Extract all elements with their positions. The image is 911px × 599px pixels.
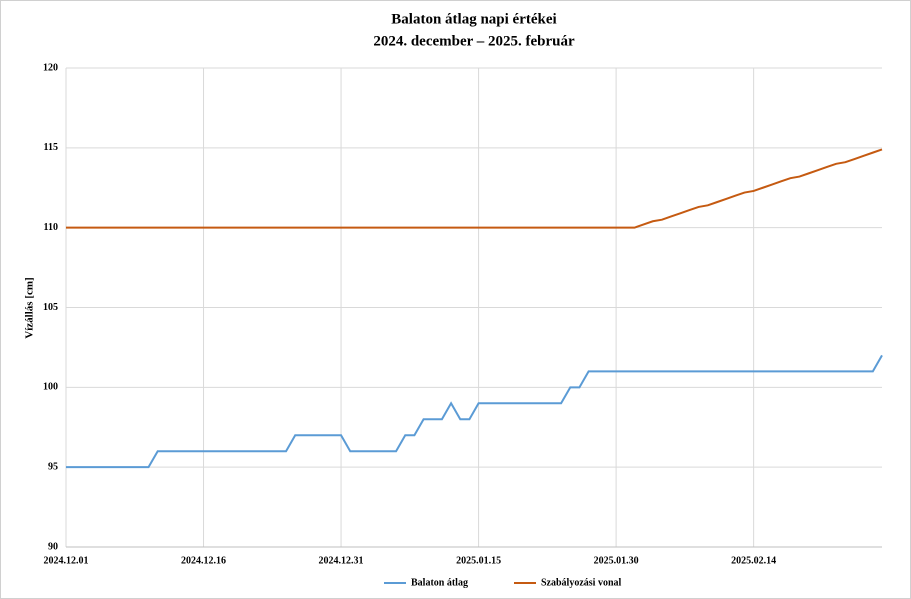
x-tick-label: 2024.12.16 [181,555,226,566]
y-axis-label: Vízállás [cm] [24,277,36,338]
y-tick-label: 120 [43,62,58,73]
chart-title: Balaton átlag napi értékei [391,11,556,27]
x-tick-label: 2025.01.15 [456,555,501,566]
y-tick-label: 115 [44,142,58,153]
legend-label: Balaton átlag [411,577,468,588]
legend-label: Szabályozási vonal [541,577,622,588]
series-line [66,354,883,469]
x-tick-label: 2025.02.14 [731,555,776,566]
y-tick-label: 95 [48,461,58,472]
y-tick-label: 100 [43,382,58,393]
y-tick-label: 105 [43,302,58,313]
chart-subtitle: 2024. december – 2025. február [373,33,575,49]
series-line [66,148,883,229]
x-tick-label: 2024.12.01 [44,555,89,566]
x-tick-label: 2024.12.31 [319,555,364,566]
y-tick-label: 110 [44,222,58,233]
y-tick-label: 90 [48,541,58,552]
x-tick-label: 2025.01.30 [594,555,639,566]
